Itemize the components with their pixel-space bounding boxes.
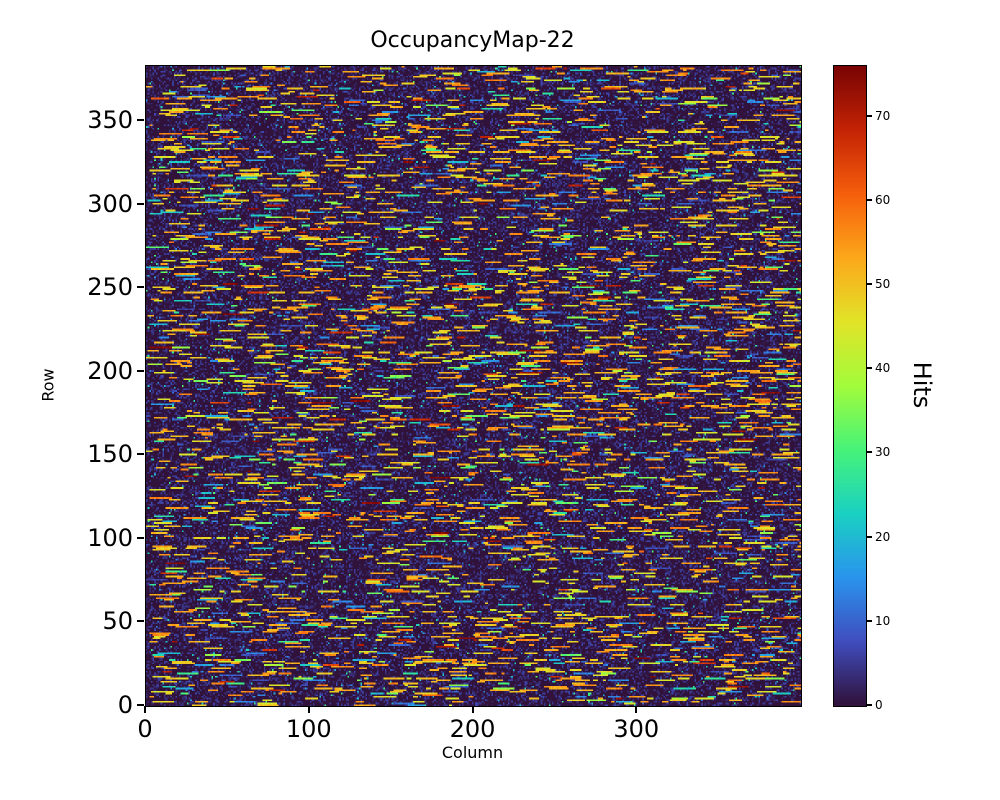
plot-area [145,65,802,707]
colorbar-label: Hits [908,361,936,409]
colorbar-tick-label: 30 [875,445,891,460]
colorbar-tick-label: 60 [875,192,891,207]
colorbar-tick-mark [867,367,872,370]
y-tick-mark [137,286,144,289]
colorbar-tick-label: 70 [875,108,891,123]
colorbar-tick-mark [867,619,872,622]
x-axis-label: Column [441,743,504,762]
y-tick-mark [137,536,144,539]
y-tick-mark [137,202,144,205]
x-tick-mark [307,706,310,713]
colorbar-tick-label: 40 [875,361,891,376]
x-tick-mark [144,706,146,713]
colorbar-tick-label: 10 [875,613,891,628]
y-tick-mark [137,453,144,456]
colorbar-tick-mark [867,282,872,285]
colorbar-tick-mark [867,198,872,201]
y-tick-label: 0 [117,691,133,719]
chart-title: OccupancyMap-22 [370,28,575,53]
heatmap-canvas [146,66,801,706]
x-tick-mark [635,706,638,713]
colorbar-tick-mark [867,704,872,706]
colorbar-tick-mark [867,535,872,538]
colorbar-tick-mark [867,114,872,117]
colorbar-tick-label: 50 [875,276,891,291]
y-tick-label: 150 [87,440,133,469]
colorbar-tick-label: 20 [875,529,891,544]
y-tick-mark [137,119,144,122]
colorbar [833,65,867,707]
y-tick-mark [137,704,144,706]
x-tick-label: 100 [285,715,332,743]
y-tick-label: 350 [87,106,133,135]
y-tick-label: 50 [102,607,133,636]
y-tick-label: 100 [87,523,133,552]
y-tick-label: 300 [87,189,133,218]
y-tick-label: 200 [87,356,133,385]
x-tick-label: 200 [449,715,496,743]
colorbar-tick-mark [867,451,872,454]
y-tick-label: 250 [87,273,133,302]
colorbar-tick-label: 0 [875,698,883,712]
x-tick-label: 0 [137,715,153,743]
y-tick-mark [137,620,144,623]
x-tick-mark [471,706,474,713]
colorbar-gradient-canvas [834,66,866,706]
x-tick-label: 300 [613,715,660,743]
y-tick-mark [137,369,144,372]
